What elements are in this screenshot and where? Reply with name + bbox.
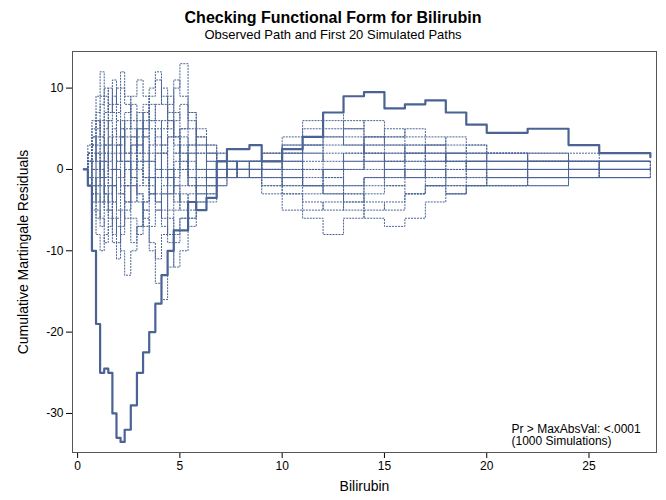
svg-text:Cumulative Martingale Residual: Cumulative Martingale Residuals (15, 150, 31, 355)
svg-text:-20: -20 (46, 325, 64, 339)
svg-text:10: 10 (50, 81, 64, 95)
svg-text:15: 15 (378, 459, 392, 473)
svg-text:0: 0 (74, 459, 81, 473)
html-text:Checking Functional Form for B: Checking Functional Form for Bilirubin (184, 9, 482, 26)
svg-text:-30: -30 (46, 406, 64, 420)
svg-text:Bilirubin: Bilirubin (340, 478, 390, 494)
svg-text:Pr > MaxAbsVal: <.0001(1000 Si: Pr > MaxAbsVal: <.0001(1000 Simulations) (512, 422, 642, 448)
svg-text:20: 20 (480, 459, 494, 473)
svg-text:10: 10 (275, 459, 289, 473)
svg-text:5: 5 (177, 459, 184, 473)
svg-text:25: 25 (582, 459, 596, 473)
html-text:Observed Path and First 20 Sim: Observed Path and First 20 Simulated Pat… (204, 27, 462, 42)
svg-text:-10: -10 (46, 244, 64, 258)
svg-text:0: 0 (57, 162, 64, 176)
